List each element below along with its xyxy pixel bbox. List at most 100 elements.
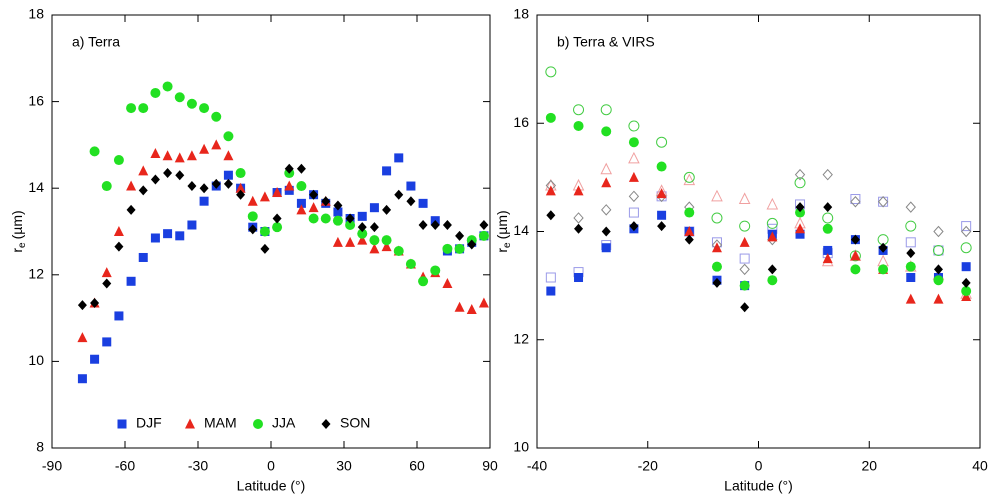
data-point	[150, 233, 160, 243]
data-point	[187, 181, 197, 192]
data-point	[381, 241, 392, 252]
data-point	[822, 253, 833, 264]
data-point	[430, 220, 440, 231]
data-point	[878, 196, 889, 207]
data-point	[90, 354, 100, 364]
data-point	[296, 181, 307, 192]
data-point	[77, 300, 87, 311]
data-point	[601, 226, 611, 237]
data-point	[712, 277, 722, 288]
data-point	[740, 302, 750, 313]
x-axis-label: Latitude (°)	[724, 478, 793, 494]
data-point	[573, 212, 584, 224]
data-point	[369, 235, 380, 246]
x-tick-label: 60	[409, 458, 425, 474]
data-point	[628, 151, 640, 164]
data-point	[332, 236, 343, 247]
data-point	[101, 181, 112, 192]
data-point	[850, 194, 861, 205]
data-point	[794, 177, 806, 189]
data-point	[90, 297, 100, 308]
data-point	[455, 230, 465, 241]
data-point	[296, 204, 307, 215]
data-point	[683, 173, 696, 186]
data-point	[174, 92, 185, 103]
data-point	[259, 226, 270, 237]
data-point	[795, 229, 805, 239]
data-point	[600, 104, 612, 116]
data-point	[382, 166, 392, 176]
x-tick-label: -20	[638, 458, 658, 474]
data-point	[309, 189, 319, 200]
x-tick-label: 30	[336, 458, 352, 474]
data-point	[442, 277, 453, 288]
data-point	[138, 185, 148, 196]
data-point	[308, 213, 319, 224]
data-point	[601, 243, 611, 253]
data-point	[186, 150, 197, 161]
data-point	[629, 221, 639, 232]
data-point	[259, 191, 270, 202]
data-point	[546, 286, 556, 296]
data-point	[382, 204, 392, 215]
data-point	[657, 210, 667, 220]
data-point	[102, 337, 112, 347]
data-point	[932, 244, 944, 256]
data-point	[393, 245, 404, 256]
data-point	[357, 228, 368, 239]
data-point	[467, 239, 477, 250]
legend-label: MAM	[204, 415, 237, 431]
data-point	[406, 196, 416, 207]
data-point	[150, 148, 161, 159]
data-point	[187, 220, 197, 230]
data-point	[739, 280, 750, 291]
data-point	[223, 131, 234, 142]
y-axis-label-main: r	[494, 248, 510, 253]
data-point	[628, 190, 640, 203]
data-point	[272, 222, 283, 233]
legend-marker	[117, 419, 127, 429]
data-point	[345, 213, 355, 224]
data-point	[77, 374, 87, 384]
legend-label: SON	[340, 415, 370, 431]
data-point	[628, 137, 639, 148]
data-point	[113, 226, 124, 236]
data-point	[381, 235, 392, 246]
data-point	[478, 230, 489, 241]
data-point	[357, 211, 367, 221]
legend-marker	[321, 419, 331, 429]
data-point	[657, 221, 667, 232]
data-point	[933, 245, 944, 256]
data-point	[101, 267, 112, 278]
y-tick-label: 18	[28, 6, 44, 22]
data-point	[332, 215, 343, 226]
y-tick-label: 14	[28, 179, 44, 195]
data-point	[877, 195, 889, 208]
data-point	[296, 198, 306, 208]
data-point	[284, 163, 294, 174]
data-point	[248, 224, 258, 235]
data-point	[767, 264, 777, 275]
data-point	[138, 252, 148, 262]
data-point	[906, 248, 916, 259]
data-point	[739, 253, 750, 264]
data-point	[333, 207, 343, 217]
data-point	[961, 262, 971, 272]
data-point	[628, 120, 640, 132]
x-tick-label: 0	[755, 458, 763, 474]
data-point	[822, 223, 833, 234]
data-point	[545, 272, 556, 283]
data-point	[199, 183, 209, 194]
data-point	[357, 222, 367, 233]
y-tick-label: 18	[513, 6, 529, 22]
data-point	[138, 103, 149, 114]
y-axis-label: re (µm)	[494, 210, 513, 252]
data-point	[600, 162, 613, 175]
data-point	[345, 236, 356, 247]
data-point	[369, 222, 379, 233]
data-point	[711, 212, 723, 224]
x-tick-label: -60	[115, 458, 135, 474]
data-point	[905, 261, 916, 272]
legend-marker	[185, 418, 195, 429]
data-point	[454, 301, 465, 312]
